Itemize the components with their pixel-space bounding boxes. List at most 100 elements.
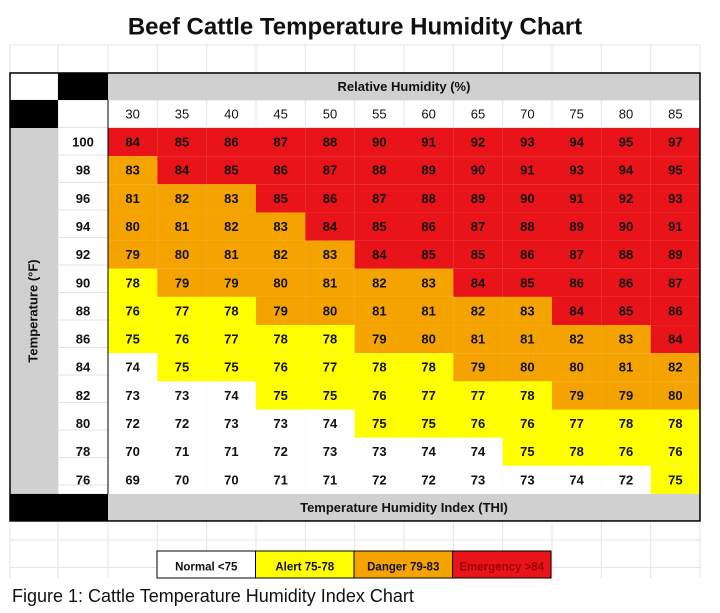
- thi-cell: [404, 268, 454, 297]
- thi-value: 74: [224, 388, 239, 403]
- thi-value: 79: [224, 275, 238, 290]
- thi-cell: [552, 296, 602, 326]
- thi-cell: [650, 381, 700, 410]
- thi-value: 80: [520, 360, 534, 375]
- thi-cell: [305, 437, 355, 466]
- thi-value: 76: [372, 388, 386, 403]
- thi-cell: [305, 296, 355, 326]
- thi-cell: [206, 325, 256, 354]
- thi-cell: [601, 353, 651, 382]
- thi-cell: [108, 325, 158, 354]
- thi-cell: [650, 268, 700, 297]
- thi-cell: [354, 268, 404, 297]
- thi-value: 90: [520, 191, 534, 206]
- thi-cell: [256, 381, 306, 410]
- thi-cell: [108, 268, 158, 297]
- thi-cell: [256, 465, 306, 494]
- thi-cell: [354, 212, 404, 241]
- thi-value: 86: [323, 191, 337, 206]
- thi-cell: [453, 296, 503, 326]
- thi-cell: [206, 353, 256, 382]
- thi-value: 73: [471, 472, 485, 487]
- thi-value: 93: [520, 135, 534, 150]
- thi-cell: [453, 381, 503, 410]
- thi-cell: [404, 296, 454, 326]
- thi-value: 77: [471, 388, 485, 403]
- thi-value: 78: [668, 416, 682, 431]
- thi-cell: [108, 381, 158, 410]
- thi-cell: [650, 212, 700, 241]
- thi-value: 85: [520, 275, 534, 290]
- thi-value: 94: [619, 163, 634, 178]
- thi-cell: [650, 184, 700, 213]
- thi-cell: [502, 296, 552, 326]
- column-label: 65: [471, 106, 485, 121]
- thi-cell: [354, 437, 404, 466]
- thi-value: 81: [175, 219, 189, 234]
- thi-value: 93: [569, 163, 583, 178]
- thi-value: 73: [125, 388, 139, 403]
- thi-value: 83: [619, 332, 633, 347]
- thi-cell: [453, 465, 503, 494]
- thi-value: 88: [619, 247, 633, 262]
- thi-value: 78: [569, 444, 583, 459]
- thi-cell: [453, 240, 503, 269]
- thi-value: 76: [273, 360, 287, 375]
- thi-value: 73: [273, 416, 287, 431]
- thi-value: 90: [471, 163, 485, 178]
- thi-cell: [108, 240, 158, 269]
- thi-cell: [404, 212, 454, 241]
- thi-value: 86: [273, 163, 287, 178]
- thi-value: 79: [175, 275, 189, 290]
- thi-value: 75: [125, 332, 139, 347]
- thi-value: 78: [520, 388, 534, 403]
- row-label: 82: [76, 388, 90, 403]
- thi-cell: [305, 353, 355, 382]
- thi-cell: [650, 465, 700, 494]
- thi-cell: [650, 128, 700, 157]
- thi-cell: [108, 296, 158, 326]
- thi-cell: [305, 325, 355, 354]
- footer: Temperature Humidity Index (THI): [300, 500, 508, 515]
- thi-value: 83: [224, 191, 238, 206]
- thi-value: 89: [471, 191, 485, 206]
- footer-band: [108, 493, 700, 521]
- thi-value: 85: [273, 191, 287, 206]
- thi-cell: [601, 268, 651, 297]
- thi-value: 79: [372, 332, 386, 347]
- thi-value: 84: [175, 163, 190, 178]
- thi-cell: [157, 128, 207, 157]
- thi-value: 73: [175, 388, 189, 403]
- thi-value: 86: [224, 135, 238, 150]
- thi-cell: [256, 212, 306, 241]
- thi-value: 76: [471, 416, 485, 431]
- thi-cell: [650, 325, 700, 354]
- thi-cell: [404, 184, 454, 213]
- thi-cell: [305, 381, 355, 410]
- thi-cell: [305, 409, 355, 438]
- thi-cell: [206, 212, 256, 241]
- thi-cell: [354, 128, 404, 157]
- thi-value: 88: [520, 219, 534, 234]
- thi-cell: [453, 128, 503, 157]
- thi-cell: [354, 465, 404, 494]
- thi-value: 80: [668, 388, 682, 403]
- thi-value: 70: [224, 472, 238, 487]
- thi-value: 74: [569, 472, 584, 487]
- thi-cell: [108, 353, 158, 382]
- thi-value: 92: [471, 135, 485, 150]
- thi-value: 81: [619, 360, 633, 375]
- thi-value: 84: [372, 247, 387, 262]
- thi-value: 70: [175, 472, 189, 487]
- thi-value: 75: [421, 416, 435, 431]
- thi-cell: [206, 184, 256, 213]
- thi-cell: [502, 184, 552, 213]
- thi-cell: [552, 156, 602, 185]
- thi-value: 75: [668, 472, 682, 487]
- thi-cell: [502, 325, 552, 354]
- thi-cell: [601, 212, 651, 241]
- caption: Figure 1: Cattle Temperature Humidity In…: [12, 586, 414, 606]
- thi-value: 84: [323, 219, 338, 234]
- row-label: 80: [76, 416, 90, 431]
- thi-value: 76: [125, 303, 139, 318]
